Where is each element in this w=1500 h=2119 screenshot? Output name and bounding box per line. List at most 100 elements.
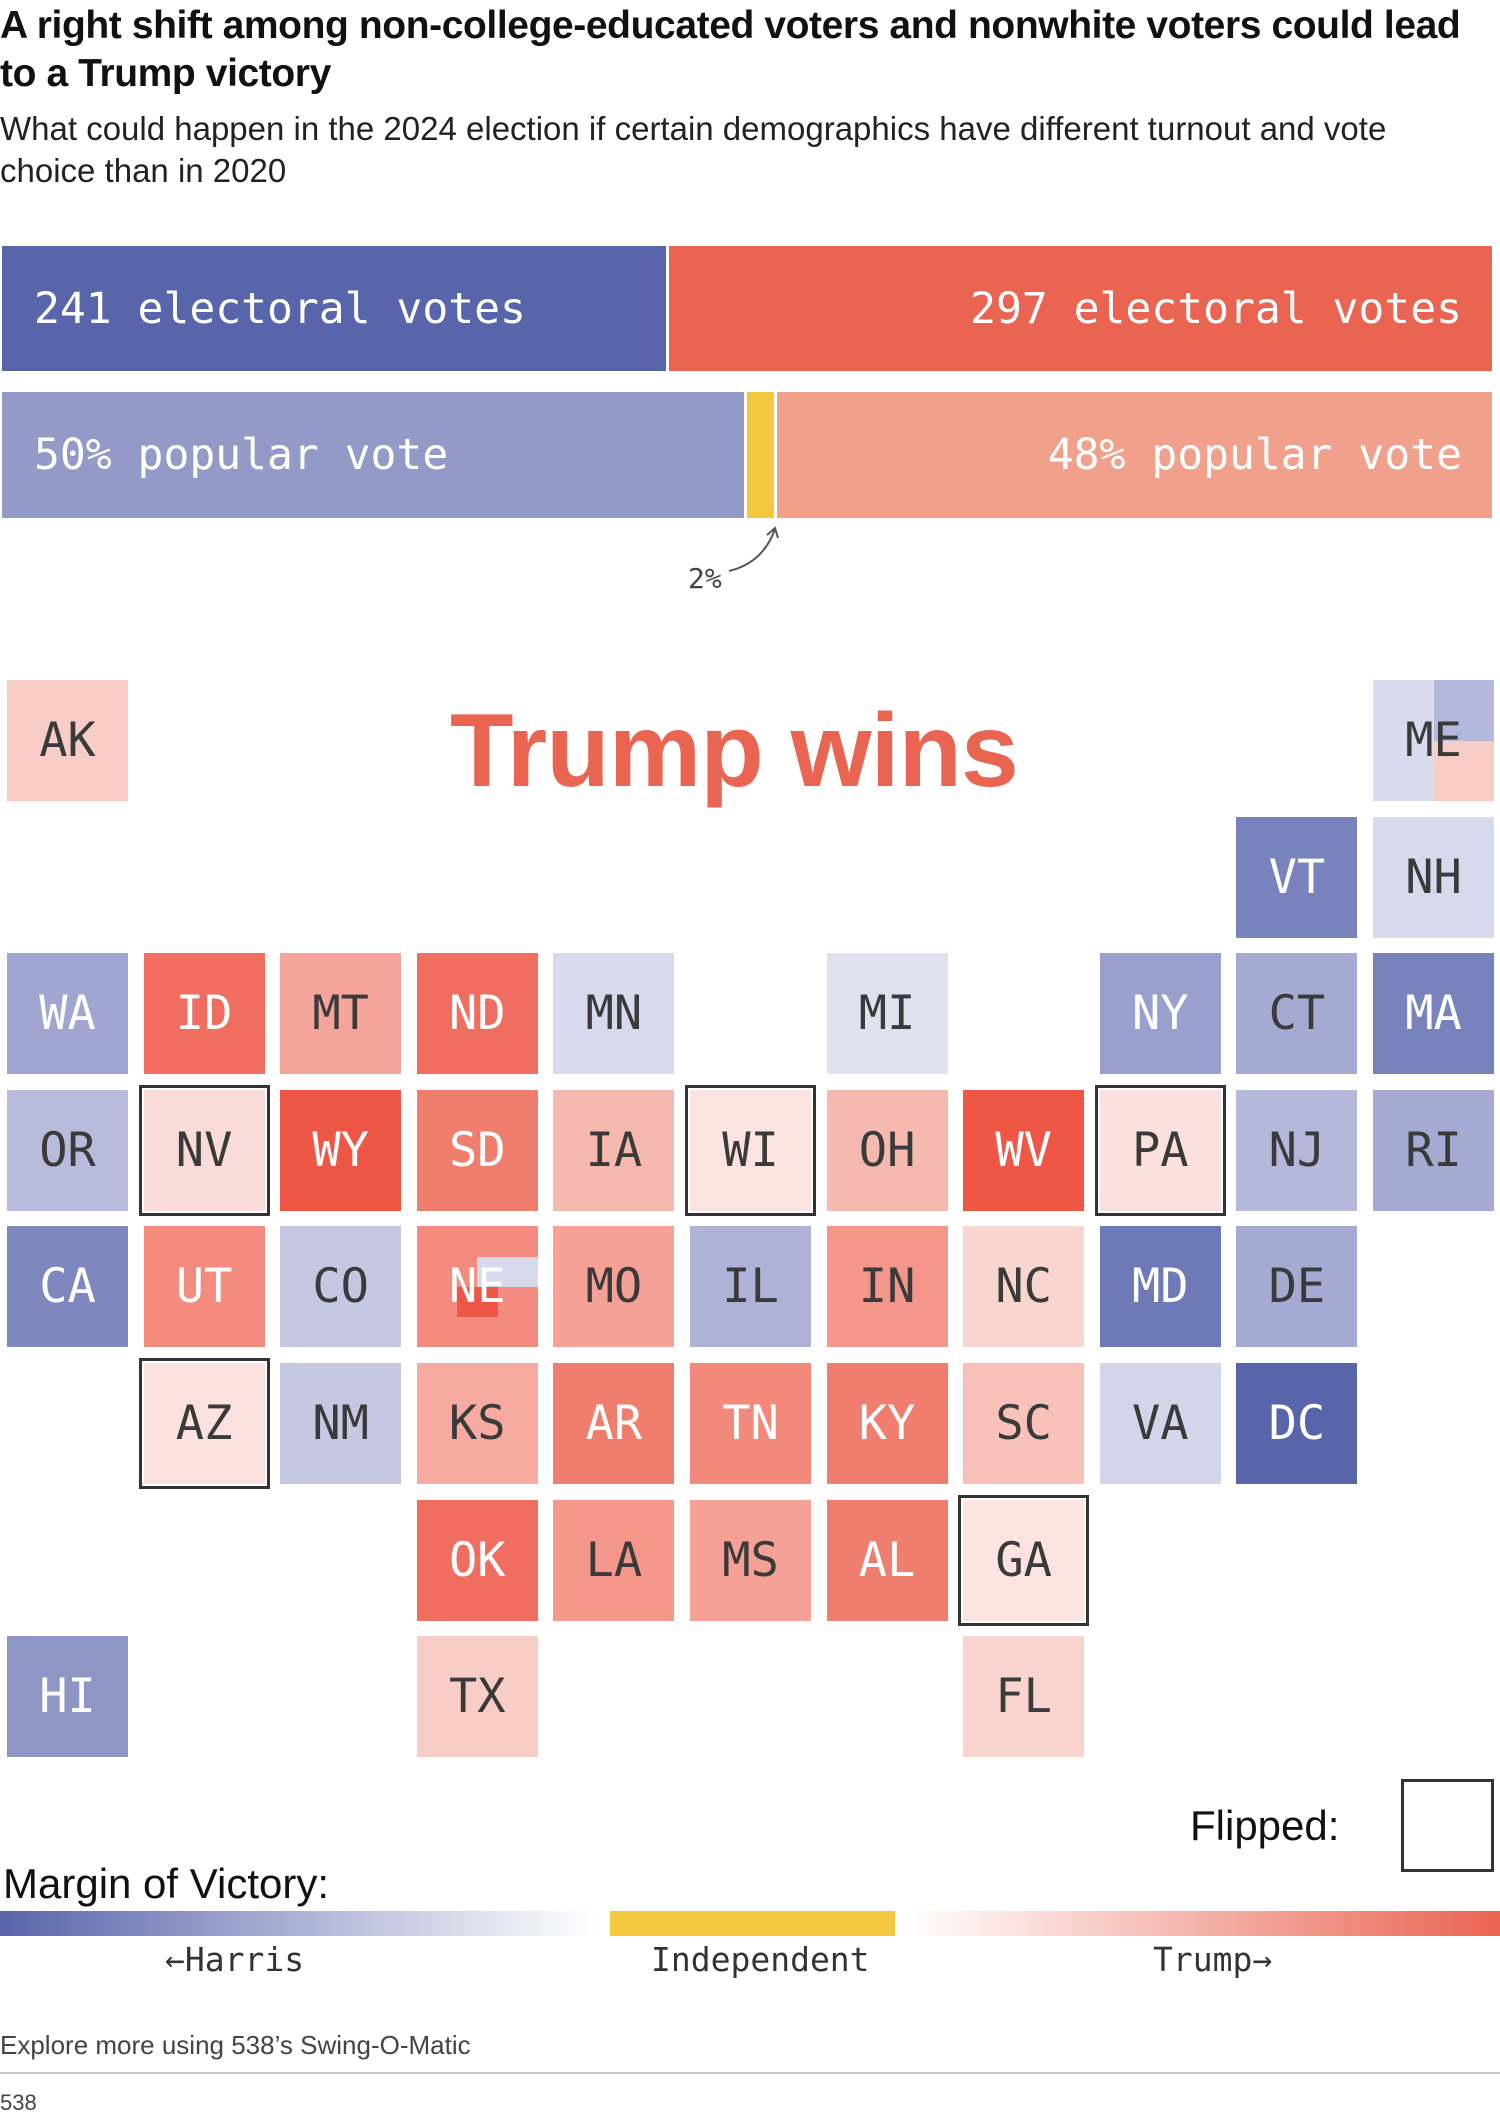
bar-segment-independent (747, 392, 774, 518)
independent-share-label: 2% (688, 562, 722, 595)
bar-label-trump: 48% popular vote (1047, 430, 1462, 480)
chart-title: A right shift among non-college-educated… (0, 4, 1461, 95)
state-code: MD (1132, 1259, 1189, 1315)
independent-bar (610, 1911, 895, 1936)
state-tile-az: AZ (138, 1358, 270, 1489)
state-code: KS (449, 1396, 506, 1451)
state-code: MI (858, 986, 916, 1042)
state-tile-sd: SD (416, 1089, 538, 1211)
state-tile-co: CO (280, 1226, 402, 1348)
state-tile-vt: VT (1236, 816, 1358, 938)
harris-legend-label: ←Harris (165, 1940, 305, 1979)
state-code: NV (175, 1122, 233, 1178)
state-tile-wi: WI (685, 1084, 816, 1216)
state-tile-mo: MO (553, 1226, 675, 1348)
state-tile-ok: OK (416, 1499, 538, 1621)
state-tile-ca: CA (7, 1226, 128, 1348)
state-code: WI (722, 1122, 779, 1178)
state-tile-id: ID (143, 953, 265, 1075)
state-code: UT (175, 1259, 233, 1315)
chart-subtitle: What could happen in the 2024 election i… (0, 110, 1387, 189)
trump-legend-label: Trump→ (1153, 1940, 1273, 1979)
state-tile-ky: KY (826, 1363, 948, 1484)
state-code: OK (449, 1532, 506, 1588)
independent-legend-label: Independent (651, 1940, 870, 1979)
state-code: NY (1132, 986, 1189, 1042)
state-code: WV (995, 1122, 1052, 1178)
state-code: KY (858, 1396, 916, 1451)
state-code: NC (995, 1259, 1052, 1315)
state-code: ID (175, 986, 233, 1042)
independent-pointer-arrow (728, 526, 779, 572)
bar-segment-trump: 48% popular vote (776, 392, 1492, 518)
state-tile-dc: DC (1236, 1363, 1358, 1484)
state-code: VT (1268, 849, 1326, 905)
state-tile-wv: WV (963, 1089, 1085, 1211)
state-tile-ms: MS (690, 1499, 811, 1621)
state-tile-mt: MT (280, 953, 402, 1075)
state-code: GA (995, 1532, 1052, 1588)
state-tile-tx: TX (416, 1636, 538, 1758)
state-code: AR (585, 1396, 643, 1451)
state-code: AK (39, 713, 96, 768)
state-tile-ar: AR (553, 1363, 675, 1484)
harris-gradient-bar (0, 1911, 595, 1936)
district-split-bottom (1433, 740, 1494, 801)
state-code: SC (995, 1396, 1052, 1451)
state-code: FL (995, 1669, 1052, 1725)
flipped-legend-label: Flipped: (1190, 1802, 1340, 1849)
state-code: RI (1405, 1122, 1462, 1178)
state-tile-nc: NC (963, 1226, 1085, 1348)
state-tile-ri: RI (1373, 1089, 1494, 1211)
state-tile-va: VA (1099, 1363, 1221, 1484)
state-code: HI (39, 1669, 96, 1725)
state-tile-sc: SC (963, 1363, 1085, 1484)
state-code: NH (1405, 849, 1462, 905)
state-tile-ia: IA (553, 1089, 675, 1211)
state-code: WY (312, 1122, 369, 1178)
state-tile-nv: NV (138, 1084, 270, 1216)
state-code: NJ (1268, 1122, 1326, 1178)
state-tile-mn: MN (553, 953, 675, 1075)
source-credit: 538 (0, 2090, 37, 2115)
state-tile-or: OR (7, 1089, 128, 1211)
state-tile-in: IN (826, 1226, 948, 1348)
state-code: WA (39, 986, 96, 1042)
state-tile-wy: WY (280, 1089, 402, 1211)
state-code: VA (1132, 1396, 1189, 1451)
trump-gradient-bar (905, 1911, 1500, 1936)
state-code: MT (312, 986, 369, 1042)
state-tile-al: AL (826, 1499, 948, 1621)
state-tile-ks: KS (416, 1363, 538, 1484)
district-split-top (477, 1256, 538, 1287)
state-tile-mi: MI (826, 953, 948, 1075)
bar-label-trump: 297 electoral votes (970, 283, 1462, 334)
state-code: NM (312, 1396, 369, 1451)
state-code: DC (1268, 1396, 1326, 1451)
state-tile-nd: ND (416, 953, 538, 1075)
state-code: NE (449, 1259, 506, 1315)
state-tile-hi: HI (7, 1636, 128, 1758)
state-code: OR (39, 1122, 96, 1178)
state-code: CA (39, 1259, 96, 1315)
state-tile-ma: MA (1373, 953, 1494, 1075)
bar-segment-harris: 241 electoral votes (2, 246, 667, 371)
state-code: IN (858, 1259, 916, 1315)
state-tile-ak: AK (7, 680, 128, 801)
divider (0, 2072, 1500, 2074)
district-split-top (1433, 680, 1494, 741)
state-code: ME (1405, 713, 1462, 768)
state-tile-fl: FL (963, 1636, 1085, 1758)
state-tile-ne: NE (416, 1226, 538, 1348)
state-tile-ga: GA (958, 1494, 1090, 1626)
state-code: OH (858, 1122, 916, 1178)
state-tile-me: ME (1373, 680, 1494, 801)
state-code: CT (1268, 986, 1326, 1042)
state-tile-oh: OH (826, 1089, 948, 1211)
state-code: ND (449, 986, 506, 1042)
state-tile-nh: NH (1373, 816, 1494, 938)
state-code: TX (449, 1669, 506, 1725)
state-code: MO (585, 1259, 643, 1315)
result-headline: Trump wins (450, 693, 1019, 809)
bar-label-harris: 241 electoral votes (34, 283, 526, 334)
